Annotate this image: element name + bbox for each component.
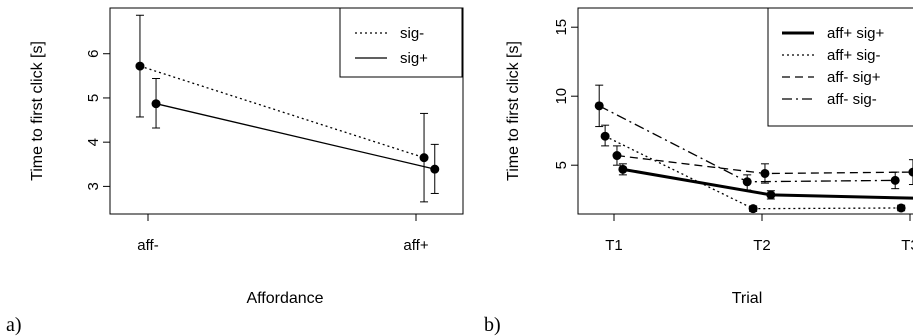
data-point bbox=[742, 177, 752, 187]
legend-label: aff+ sig+ bbox=[827, 25, 885, 42]
data-point bbox=[151, 99, 161, 109]
legend-label: sig+ bbox=[400, 50, 428, 67]
panel-a-tag: a) bbox=[6, 314, 22, 336]
legend-label: aff- sig- bbox=[827, 91, 877, 108]
chart-a-y-axis: 3 4 5 6 bbox=[85, 50, 110, 191]
data-point bbox=[760, 168, 770, 178]
y-tick-label: 5 bbox=[85, 94, 102, 102]
chart-a-legend: sig-sig+ bbox=[339, 7, 463, 78]
chart-b: 5 10 15 T1 T2 T3 aff+ sig+ aff+ sig-aff- sig+… bbox=[484, 7, 913, 336]
series-2 bbox=[151, 77, 440, 194]
chart-b-x-axis: T1 T2 T3 bbox=[605, 214, 913, 254]
data-point bbox=[908, 167, 913, 177]
series-4 bbox=[594, 84, 900, 191]
data-point bbox=[594, 101, 604, 111]
data-point bbox=[766, 190, 776, 200]
data-point bbox=[748, 204, 758, 214]
series-1 bbox=[135, 14, 429, 203]
data-point bbox=[612, 151, 622, 161]
series-1 bbox=[618, 163, 913, 200]
legend-label: aff- sig+ bbox=[827, 69, 881, 86]
y-tick-label: 4 bbox=[85, 138, 102, 146]
series-3 bbox=[612, 145, 913, 186]
data-point bbox=[419, 153, 429, 163]
x-tick-label: aff+ bbox=[403, 237, 428, 254]
chart-a-y-axis-label: Time to first click [s] bbox=[29, 41, 46, 181]
chart-b-legend-box bbox=[767, 7, 913, 127]
chart-b-x-axis-label: Trial bbox=[732, 290, 763, 307]
panel-b-tag: b) bbox=[484, 314, 501, 336]
legend-label: aff+ sig- bbox=[827, 47, 881, 64]
x-tick-label: aff- bbox=[137, 237, 158, 254]
y-tick-label: 10 bbox=[553, 88, 570, 105]
chart-a-series bbox=[135, 14, 440, 203]
chart-a: 3 4 5 6 aff-aff+ sig-sig+ Time to first cli… bbox=[6, 7, 464, 336]
chart-a-legend-box bbox=[339, 7, 463, 78]
chart-a-x-axis: aff-aff+ bbox=[137, 214, 429, 254]
chart-b-y-axis-label: Time to first click [s] bbox=[505, 41, 522, 181]
x-tick-label: T1 bbox=[605, 237, 623, 254]
y-tick-label: 3 bbox=[85, 182, 102, 190]
data-point bbox=[890, 175, 900, 185]
y-tick-label: 5 bbox=[553, 161, 570, 169]
data-point bbox=[135, 61, 145, 71]
chart-a-x-axis-label: Affordance bbox=[246, 290, 323, 307]
x-tick-label: T3 bbox=[901, 237, 913, 254]
chart-b-series bbox=[594, 84, 913, 214]
series-2 bbox=[600, 124, 906, 214]
chart-b-plot-frame bbox=[577, 7, 913, 215]
data-point bbox=[896, 203, 906, 213]
y-tick-label: 6 bbox=[85, 50, 102, 58]
data-point bbox=[600, 131, 610, 141]
legend-label: sig- bbox=[400, 25, 424, 42]
chart-b-y-axis: 5 10 15 bbox=[553, 19, 578, 169]
data-point bbox=[430, 164, 440, 174]
chart-a-plot-frame bbox=[109, 7, 464, 215]
x-tick-label: T2 bbox=[753, 237, 771, 254]
data-point bbox=[618, 164, 628, 174]
series-line bbox=[139, 65, 425, 159]
chart-b-legend: aff+ sig+ aff+ sig-aff- sig+ aff- sig- bbox=[767, 7, 913, 127]
y-tick-label: 15 bbox=[553, 19, 570, 36]
series-line bbox=[155, 103, 435, 170]
